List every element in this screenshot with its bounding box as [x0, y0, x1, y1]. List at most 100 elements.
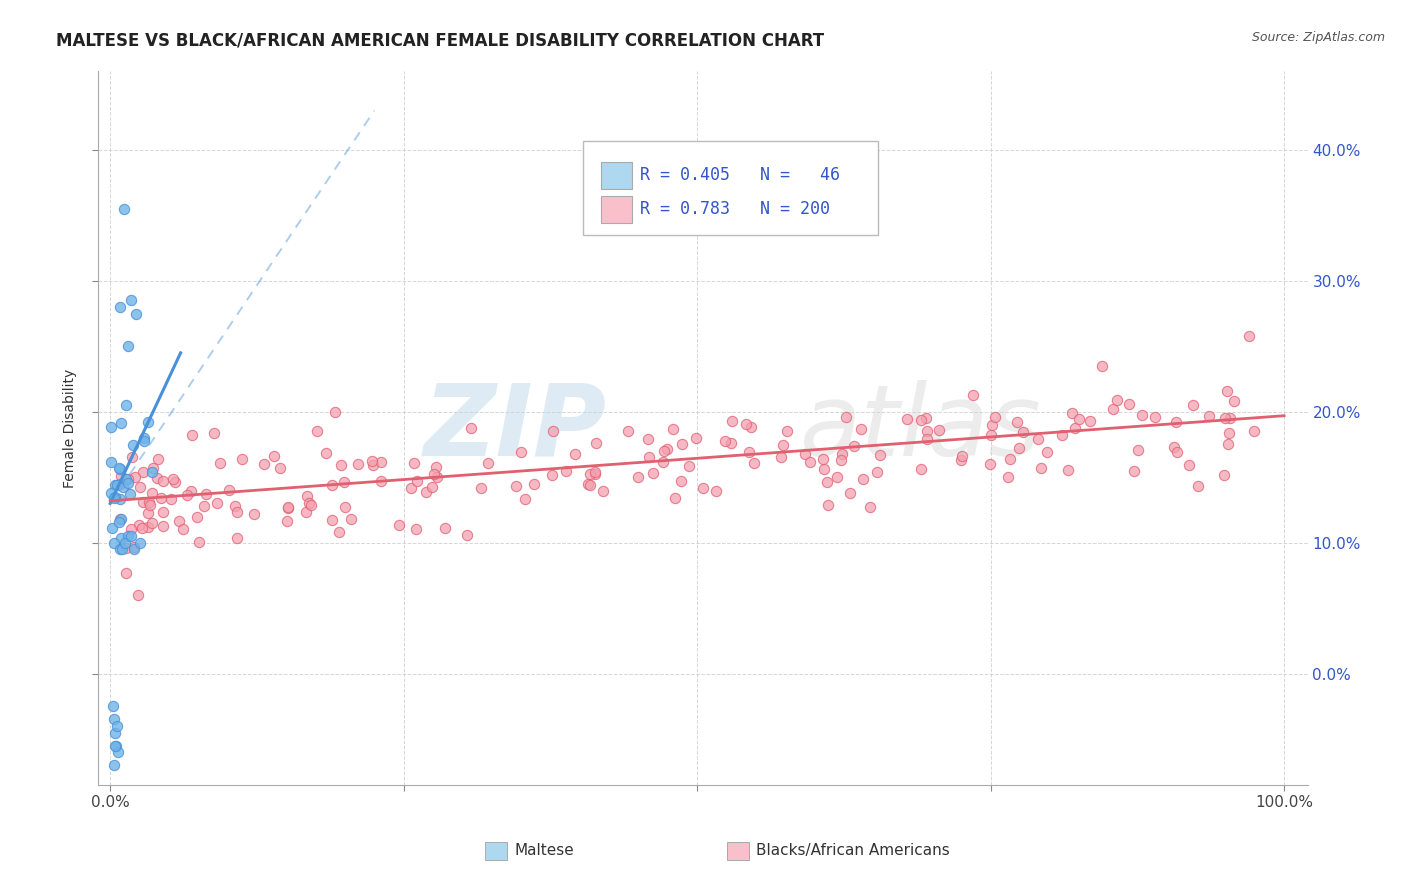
Point — [146, 471, 169, 485]
Point — [434, 521, 457, 535]
Point — [770, 450, 793, 465]
Point — [118, 487, 141, 501]
Point — [124, 469, 146, 483]
Point — [103, 491, 125, 506]
Point — [1178, 458, 1201, 473]
Point — [208, 456, 231, 470]
Point — [105, 478, 128, 492]
Point — [983, 409, 1005, 424]
Point — [564, 447, 586, 461]
Point — [772, 438, 794, 452]
Point — [127, 588, 149, 602]
Point — [146, 451, 169, 466]
Point — [402, 456, 425, 470]
Point — [107, 745, 129, 759]
Point — [370, 454, 392, 468]
Point — [399, 481, 422, 495]
Point — [181, 428, 204, 442]
Point — [1118, 397, 1140, 411]
Point — [910, 462, 932, 476]
Point — [425, 459, 447, 474]
Point — [1187, 479, 1209, 493]
Point — [163, 475, 186, 489]
Point — [523, 476, 546, 491]
Point — [136, 416, 159, 430]
Point — [263, 449, 285, 463]
Point — [1164, 415, 1187, 429]
Point — [426, 470, 449, 484]
Point — [205, 496, 228, 510]
Point — [108, 491, 131, 506]
Text: Source: ZipAtlas.com: Source: ZipAtlas.com — [1251, 31, 1385, 45]
Point — [794, 447, 817, 461]
Point — [460, 421, 482, 435]
Point — [315, 446, 337, 460]
Y-axis label: Female Disability: Female Disability — [63, 368, 77, 488]
Point — [813, 452, 835, 467]
Point — [1062, 406, 1084, 420]
Point — [1163, 440, 1185, 454]
Point — [617, 425, 640, 439]
Point — [662, 422, 685, 436]
Point — [825, 470, 848, 484]
Point — [1078, 414, 1101, 428]
Point — [186, 509, 208, 524]
Point — [664, 491, 686, 506]
Point — [555, 464, 578, 478]
Point — [120, 529, 142, 543]
Point — [1011, 425, 1033, 439]
Point — [347, 458, 370, 472]
Point — [979, 457, 1001, 471]
Point — [180, 483, 202, 498]
Point — [122, 437, 145, 451]
Point — [541, 424, 564, 438]
Bar — [485, 842, 508, 860]
Text: ZIP: ZIP — [423, 380, 606, 476]
Point — [132, 495, 155, 509]
Point — [1182, 398, 1205, 412]
Point — [1050, 427, 1073, 442]
Point — [910, 413, 932, 427]
Point — [742, 456, 765, 470]
Point — [110, 469, 132, 483]
Point — [243, 507, 266, 521]
Point — [108, 542, 131, 557]
Point — [928, 423, 950, 437]
Point — [420, 480, 443, 494]
Point — [704, 484, 727, 499]
Point — [456, 527, 478, 541]
Point — [1130, 408, 1153, 422]
Point — [114, 535, 136, 549]
Point — [108, 512, 131, 526]
Point — [114, 471, 136, 485]
Point — [360, 453, 382, 467]
Point — [1067, 411, 1090, 425]
Point — [138, 495, 160, 509]
Point — [112, 202, 135, 216]
Point — [194, 487, 217, 501]
Point — [103, 713, 125, 727]
Point — [167, 514, 190, 528]
Point — [678, 459, 700, 474]
Bar — [727, 842, 749, 860]
Point — [1216, 437, 1239, 451]
Point — [141, 485, 163, 500]
Point — [1237, 329, 1260, 343]
Point — [321, 513, 343, 527]
Point — [333, 500, 356, 515]
Point — [583, 466, 606, 480]
Point — [830, 453, 852, 467]
Point — [131, 521, 153, 535]
Point — [152, 474, 174, 488]
Point — [128, 535, 150, 549]
Point — [104, 739, 127, 753]
Point — [101, 521, 124, 535]
Point — [297, 489, 319, 503]
Point — [592, 484, 614, 499]
Point — [740, 420, 762, 434]
Point — [738, 445, 761, 459]
Point — [835, 409, 858, 424]
Point — [117, 475, 139, 490]
Text: R = 0.405   N =   46: R = 0.405 N = 46 — [641, 167, 841, 185]
Point — [1029, 461, 1052, 475]
